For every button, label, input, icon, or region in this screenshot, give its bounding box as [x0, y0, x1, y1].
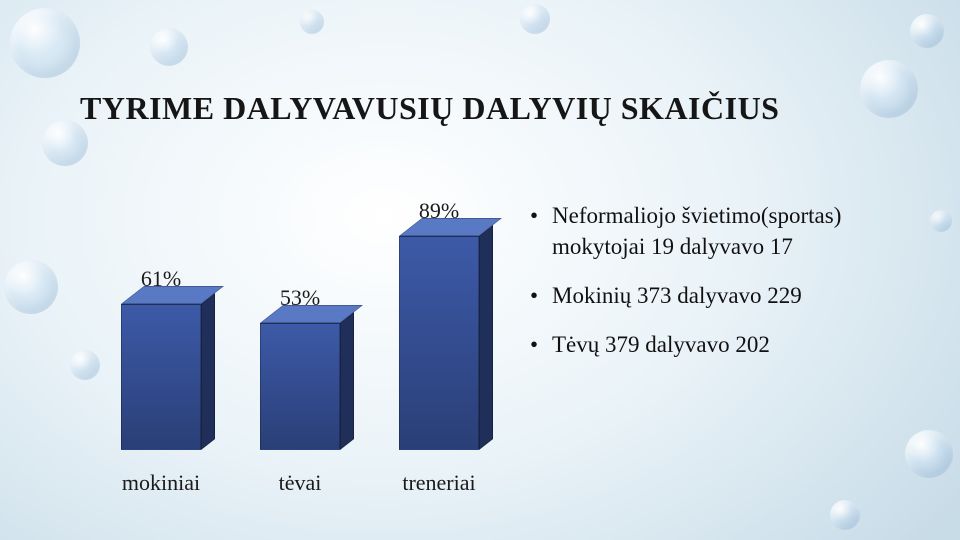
- x-axis-label: mokiniai: [106, 470, 216, 496]
- bubble-decoration: [4, 260, 58, 314]
- participation-bar-chart: 61% 53% 89% mokiniai tėvai treneriai: [90, 150, 510, 510]
- bubble-decoration: [910, 14, 944, 48]
- bullet-item: Tėvų 379 dalyvavo 202: [530, 329, 940, 360]
- bubble-decoration: [300, 10, 324, 34]
- bar: [399, 236, 479, 450]
- bubble-decoration: [520, 4, 550, 34]
- slide: TYRIME DALYVAVUSIŲ DALYVIŲ SKAIČIUS 61% 5…: [0, 0, 960, 540]
- bubble-decoration: [150, 28, 188, 66]
- bubble-decoration: [905, 430, 953, 478]
- chart-bars-row: 61% 53% 89%: [90, 170, 510, 450]
- bar: [260, 323, 340, 450]
- bar-column: 61%: [106, 266, 216, 450]
- bar-side-face: [479, 225, 493, 450]
- bullet-list: Neformaliojo švietimo(sportas) mokytojai…: [530, 200, 940, 378]
- x-axis-label: tėvai: [245, 470, 355, 496]
- bubble-decoration: [830, 500, 860, 530]
- bar-side-face: [201, 293, 215, 450]
- x-axis-label: treneriai: [384, 470, 494, 496]
- bar-front-face: [121, 304, 201, 450]
- bullet-item: Neformaliojo švietimo(sportas) mokytojai…: [530, 200, 940, 262]
- bar-column: 53%: [245, 285, 355, 450]
- bar-front-face: [399, 236, 479, 450]
- bar-column: 89%: [384, 198, 494, 450]
- bullet-item: Mokinių 373 dalyvavo 229: [530, 280, 940, 311]
- page-title: TYRIME DALYVAVUSIŲ DALYVIŲ SKAIČIUS: [80, 90, 779, 127]
- bar-front-face: [260, 323, 340, 450]
- bubble-decoration: [860, 60, 918, 118]
- bar: [121, 304, 201, 450]
- bubble-decoration: [10, 8, 80, 78]
- chart-x-labels: mokiniai tėvai treneriai: [90, 470, 510, 496]
- bar-side-face: [340, 312, 354, 450]
